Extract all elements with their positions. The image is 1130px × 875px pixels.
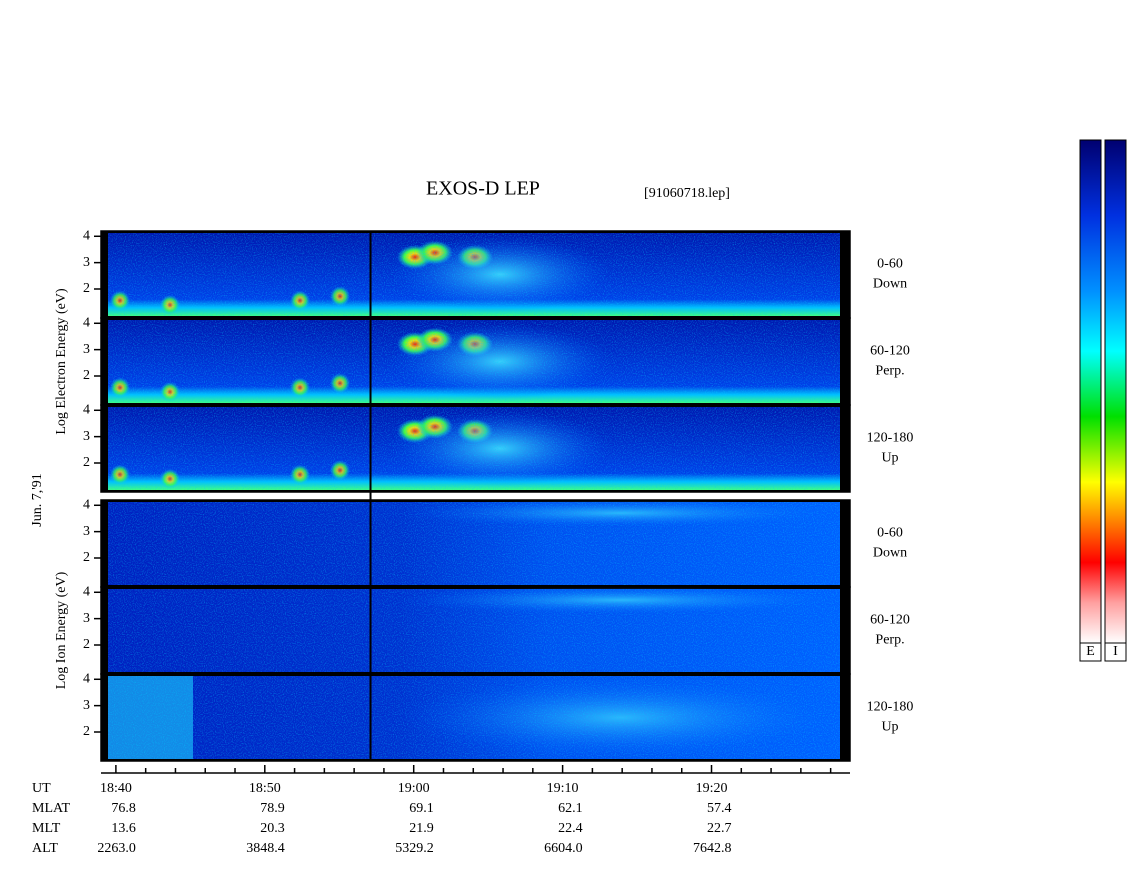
noise xyxy=(108,320,840,403)
ephemeris-value: 76.8 xyxy=(111,801,136,816)
y-axis-label: Log Ion Energy (eV) xyxy=(54,571,69,689)
noise xyxy=(108,676,840,759)
y-tick-label: 3 xyxy=(83,429,90,444)
y-tick-label: 3 xyxy=(83,255,90,270)
panel-label: 0-60 xyxy=(877,526,903,541)
x-tick-label: 19:20 xyxy=(696,781,728,796)
ephemeris-value: 69.1 xyxy=(409,801,434,816)
ephemeris-value: 13.6 xyxy=(111,821,136,836)
file-name: [91060718.lep] xyxy=(644,186,730,201)
y-tick-label: 4 xyxy=(83,402,90,417)
colorbar-label: E xyxy=(1086,644,1095,659)
x-tick-label: 19:10 xyxy=(547,781,579,796)
y-tick-label: 3 xyxy=(83,342,90,357)
y-tick-label: 3 xyxy=(83,611,90,626)
y-tick-label: 4 xyxy=(83,584,90,599)
panel-label: 60-120 xyxy=(870,613,910,628)
ephemeris-value: 21.9 xyxy=(409,821,434,836)
noise xyxy=(108,589,840,672)
ephemeris-value: 6604.0 xyxy=(544,841,583,856)
x-tick-label: 19:00 xyxy=(398,781,430,796)
panel-border xyxy=(100,404,851,493)
ephemeris-value: 62.1 xyxy=(558,801,583,816)
panel-label: Up xyxy=(881,451,898,466)
chart-title: EXOS-D LEP xyxy=(426,178,540,200)
ephemeris-value: 3848.4 xyxy=(246,841,285,856)
ephemeris-value: 2263.0 xyxy=(97,841,136,856)
y-tick-label: 4 xyxy=(83,228,90,243)
panel-label: Down xyxy=(873,546,907,561)
panel-label: Perp. xyxy=(875,633,904,648)
colorbar-label-box xyxy=(1079,642,1102,662)
colorbar-label-box xyxy=(1104,642,1127,662)
y-tick-label: 2 xyxy=(83,550,90,565)
noise xyxy=(108,407,840,490)
ephemeris-value: 5329.2 xyxy=(395,841,434,856)
panel-label: 120-180 xyxy=(867,700,914,715)
x-tick-label: 18:50 xyxy=(249,781,281,796)
panel-label: 120-180 xyxy=(867,431,914,446)
y-tick-label: 2 xyxy=(83,281,90,296)
x-tick-label: 18:40 xyxy=(100,781,132,796)
ephemeris-value: 22.7 xyxy=(707,821,732,836)
panel-label: Up xyxy=(881,720,898,735)
panel-label: Down xyxy=(873,277,907,292)
colorbar xyxy=(1079,139,1102,644)
ephemeris-name: MLAT xyxy=(32,801,71,816)
y-tick-label: 4 xyxy=(83,671,90,686)
panel-border xyxy=(100,673,851,762)
y-tick-label: 2 xyxy=(83,455,90,470)
date-label: Jun. 7,'91 xyxy=(30,473,45,526)
y-tick-label: 2 xyxy=(83,724,90,739)
colorbar xyxy=(1104,139,1127,644)
y-axis-label: Log Electron Energy (eV) xyxy=(54,288,69,435)
ephemeris-name: UT xyxy=(32,781,51,796)
ephemeris-value: 20.3 xyxy=(260,821,285,836)
y-tick-label: 4 xyxy=(83,315,90,330)
noise xyxy=(108,502,840,585)
y-tick-label: 3 xyxy=(83,698,90,713)
colorbar-label: I xyxy=(1113,644,1118,659)
ephemeris-name: MLT xyxy=(32,821,61,836)
ephemeris-value: 57.4 xyxy=(707,801,732,816)
noise xyxy=(108,233,840,316)
panel-label: 60-120 xyxy=(870,344,910,359)
ephemeris-value: 22.4 xyxy=(558,821,583,836)
ephemeris-value: 7642.8 xyxy=(693,841,732,856)
ephemeris-name: ALT xyxy=(32,841,58,856)
y-tick-label: 2 xyxy=(83,368,90,383)
y-tick-label: 3 xyxy=(83,524,90,539)
panel-label: Perp. xyxy=(875,364,904,379)
ephemeris-value: 78.9 xyxy=(260,801,285,816)
panel-label: 0-60 xyxy=(877,257,903,272)
y-tick-label: 2 xyxy=(83,637,90,652)
y-tick-label: 4 xyxy=(83,497,90,512)
